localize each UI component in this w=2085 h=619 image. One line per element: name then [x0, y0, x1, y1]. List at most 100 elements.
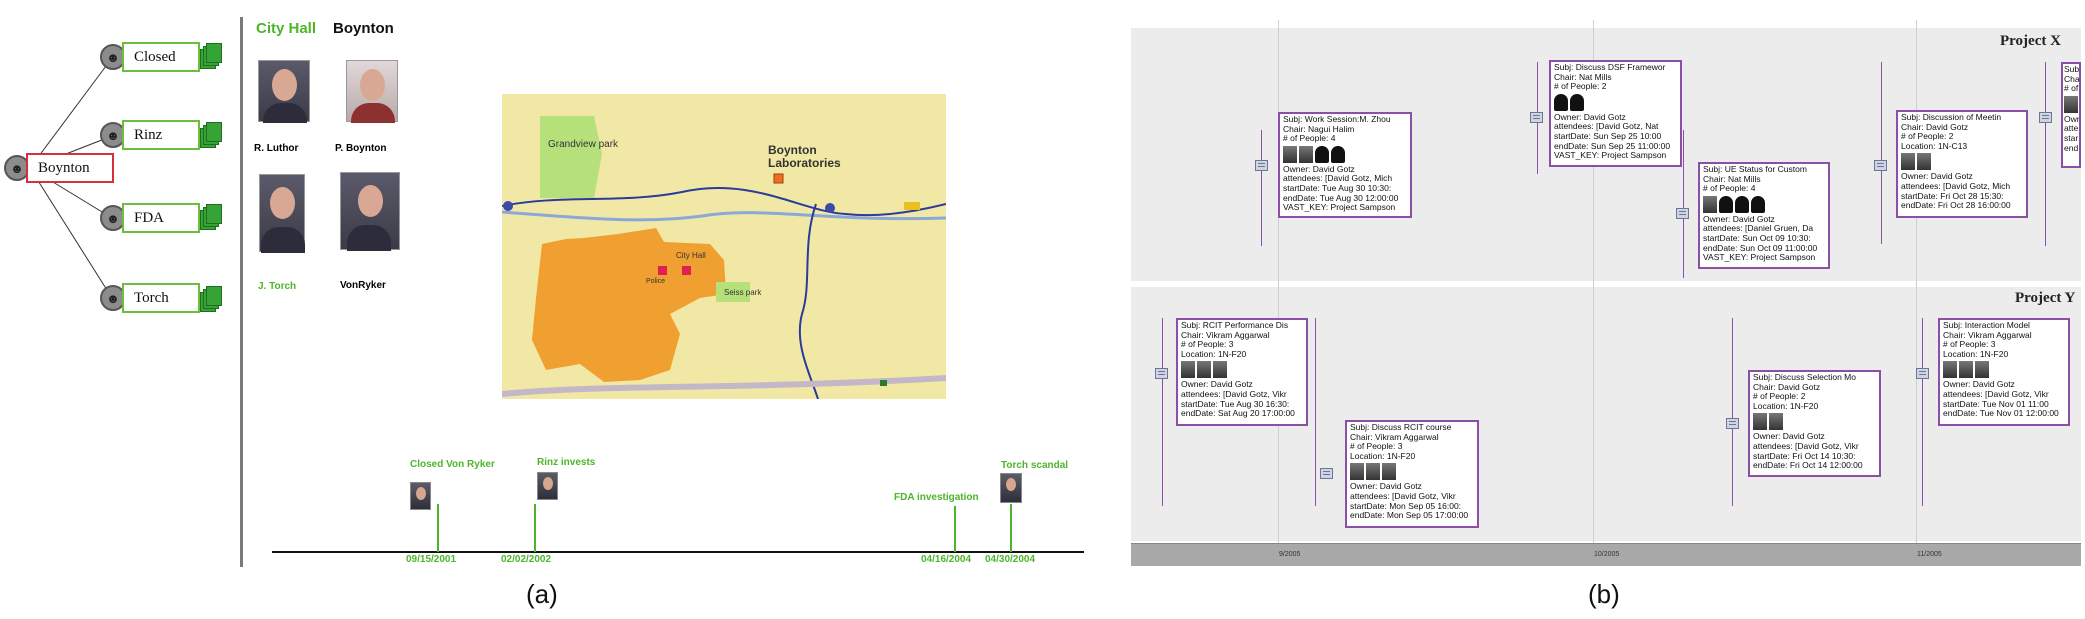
- person-silhouette-icon: [1331, 145, 1345, 163]
- card-text-line: VAST_KEY: Project Sampson: [1283, 202, 1396, 213]
- tree-node-fda[interactable]: ☻ FDA: [100, 203, 200, 233]
- card-text-line: endDate: Fri Oct 14 12:00:00: [1753, 460, 1863, 471]
- meeting-card[interactable]: Subj: RCIT Performance Dis Chair: Vikram …: [1176, 318, 1308, 426]
- meeting-icon[interactable]: [2039, 112, 2052, 123]
- project-x-title: Project X: [2000, 33, 2061, 49]
- card-text-line: attendees: [David Gotz, Vikr: [1753, 440, 1859, 451]
- card-text-line: endDate: Fri Oct 28 16:00:00: [1901, 200, 2011, 211]
- tree-node-closed[interactable]: ☻ Closed: [100, 42, 200, 72]
- meeting-card[interactable]: Subj: Discuss DSF Framewor Chair: Nat Mil…: [1549, 60, 1682, 167]
- attendee-photo: [1917, 153, 1931, 171]
- category-boynton[interactable]: Boynton: [333, 20, 394, 37]
- card-text-line: endDate: Sat Aug 20 17:00:00: [1181, 408, 1295, 419]
- person-photo[interactable]: [346, 60, 398, 123]
- meeting-card[interactable]: Subj: Discuss Selection Mo Chair: David G…: [1748, 370, 1881, 477]
- tree-node-label: Boynton: [26, 153, 114, 183]
- axis-tick: 10/2005: [1594, 551, 1620, 558]
- event-date: 09/15/2001: [406, 554, 457, 565]
- card-text-line: attendees: [David Gotz, Mich: [1283, 173, 1393, 184]
- tree-node-torch[interactable]: ☻ Torch: [100, 283, 200, 313]
- person-photo[interactable]: [258, 60, 310, 123]
- panel-caption: (a): [526, 579, 558, 609]
- meeting-icon[interactable]: [1255, 160, 1268, 171]
- card-text-line: Owner: David Gotz: [1703, 213, 1775, 224]
- event-label[interactable]: FDA investigation: [894, 492, 979, 503]
- attendee-photos: [1703, 195, 1825, 213]
- card-text-line: VAST_KEY: Project Sampson: [1554, 150, 1667, 161]
- event-photo[interactable]: [410, 482, 431, 510]
- card-text-line: Cha: [2064, 73, 2080, 84]
- meeting-card[interactable]: Subj: Interaction Model Chair: Vikram Agg…: [1938, 318, 2070, 426]
- card-text-line: Subj: Discuss Selection Mo: [1753, 372, 1856, 382]
- document-stack-icon[interactable]: [200, 286, 222, 312]
- card-text-line: startDate: Fri Oct 28 15:30:: [1901, 190, 2004, 201]
- meeting-icon[interactable]: [1320, 468, 1333, 479]
- attendee-photos: [1943, 361, 2065, 379]
- event-date: 04/30/2004: [985, 554, 1036, 565]
- attendee-photo: [1283, 145, 1297, 163]
- city-map[interactable]: Grandview park Boynton Laboratories City…: [502, 94, 946, 399]
- card-text-line: # of People: 2: [1901, 131, 1954, 142]
- card-text-line: Owner: David Gotz: [1753, 431, 1825, 442]
- event-stem: [1881, 62, 1882, 244]
- attendee-photo: [1299, 145, 1313, 163]
- node-figure-icon: ☻: [4, 155, 30, 181]
- meeting-card[interactable]: Subj Cha # of Own atte star end: [2061, 62, 2081, 168]
- meeting-icon[interactable]: [1676, 208, 1689, 219]
- event-label[interactable]: Rinz invests: [537, 457, 596, 468]
- card-text-line: # of People: 2: [1753, 391, 1806, 402]
- document-stack-icon[interactable]: [200, 122, 222, 148]
- attendee-photos: [1753, 413, 1876, 431]
- attendee-photo: [1753, 413, 1767, 431]
- node-figure-icon: ☻: [100, 44, 126, 70]
- card-text-line: attendees: [David Gotz, Nat: [1554, 121, 1659, 132]
- card-text-line: # of: [2064, 83, 2079, 94]
- event-label[interactable]: Torch scandal: [1001, 460, 1069, 471]
- card-text-line: Chair: Vikram Aggarwal: [1350, 431, 1439, 442]
- meeting-card[interactable]: Subj: UE Status for Custom Chair: Nat Mil…: [1698, 162, 1830, 269]
- category-city-hall[interactable]: City Hall: [256, 20, 317, 37]
- meeting-card[interactable]: Subj: Discussion of Meetin Chair: David G…: [1896, 110, 2028, 218]
- card-text-line: Subj: Interaction Model: [1943, 320, 2030, 330]
- meeting-icon[interactable]: [1155, 368, 1168, 379]
- time-axis[interactable]: 9/2005 10/2005 11/2005: [1131, 543, 2081, 566]
- attendee-photo: [1901, 153, 1915, 171]
- axis-tick: 9/2005: [1279, 551, 1301, 558]
- card-text-line: # of People: 3: [1181, 339, 1234, 350]
- attendee-photos: [2064, 95, 2078, 113]
- attendee-photo: [1213, 361, 1227, 379]
- person-photo[interactable]: [259, 174, 305, 253]
- meeting-icon[interactable]: [1530, 112, 1543, 123]
- card-text-line: endDate: Tue Aug 30 12:00:00: [1283, 192, 1399, 203]
- card-text-line: # of People: 3: [1350, 441, 1403, 452]
- node-figure-icon: ☻: [100, 122, 126, 148]
- event-label[interactable]: Closed Von Ryker: [410, 459, 495, 470]
- attendee-photos: [1350, 463, 1474, 481]
- meeting-card[interactable]: Subj: Discuss RCIT course Chair: Vikram A…: [1345, 420, 1479, 528]
- tree-node-root[interactable]: ☻ Boynton: [4, 153, 114, 183]
- card-text-line: attendees: [David Gotz, Vikr: [1943, 388, 2049, 399]
- person-photo[interactable]: [340, 172, 400, 251]
- person-name: J. Torch: [258, 281, 297, 292]
- tree-node-rinz[interactable]: ☻ Rinz: [100, 120, 200, 150]
- event-photo[interactable]: [537, 472, 558, 500]
- meeting-icon[interactable]: [1726, 418, 1739, 429]
- map-shapes: [502, 116, 946, 399]
- card-text-line: Chair: Nat Mills: [1554, 71, 1612, 82]
- meeting-icon[interactable]: [1874, 160, 1887, 171]
- attendee-photo: [1197, 361, 1211, 379]
- document-stack-icon[interactable]: [200, 43, 222, 69]
- event-stem: [2045, 62, 2046, 246]
- event-photo[interactable]: [1000, 473, 1022, 503]
- meeting-card[interactable]: Subj: Work Session:M. Zhou Chair: Nagui H…: [1278, 112, 1412, 218]
- meeting-icon[interactable]: [1916, 368, 1929, 379]
- card-text-line: Owner: David Gotz: [1901, 171, 1973, 182]
- month-gridline: [1278, 20, 1279, 565]
- map-label-seiss: Seiss park: [724, 288, 762, 297]
- axis-tick: 11/2005: [1917, 551, 1942, 558]
- attendee-photo: [1350, 463, 1364, 481]
- card-text-line: Subj: Work Session:M. Zhou: [1283, 114, 1391, 124]
- document-stack-icon[interactable]: [200, 204, 222, 230]
- card-text-line: Subj: UE Status for Custom: [1703, 164, 1807, 174]
- attendee-photo: [1769, 413, 1783, 431]
